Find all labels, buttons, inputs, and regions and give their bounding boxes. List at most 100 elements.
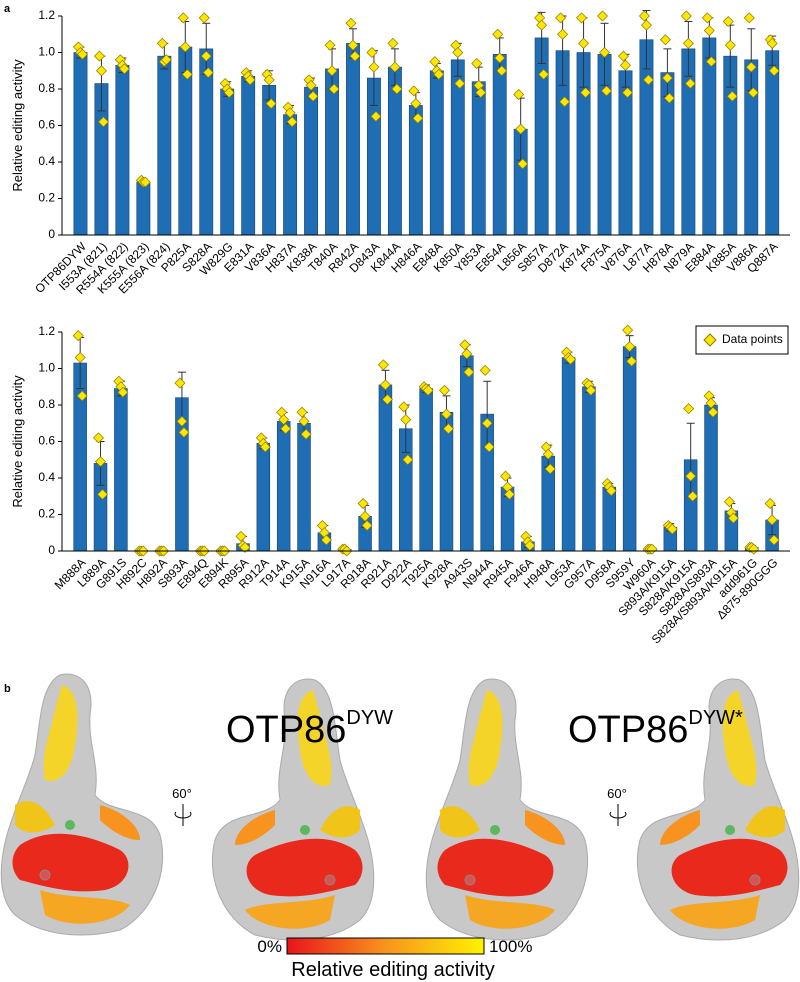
data-point: [580, 87, 592, 99]
data-point: [429, 56, 441, 68]
y-tick-label: 0.2: [38, 507, 55, 521]
panel-label: a: [4, 3, 11, 15]
protein-title: OTP86DYW*: [568, 707, 743, 751]
bar: [702, 37, 717, 236]
bar: [276, 421, 291, 552]
bar: [220, 88, 235, 236]
data-point: [320, 534, 332, 546]
data-point: [370, 110, 382, 122]
panel-label: b: [4, 683, 11, 695]
data-point: [597, 10, 609, 22]
data-point: [412, 112, 424, 124]
data-point: [538, 68, 550, 80]
bar: [429, 70, 444, 236]
y-tick-label: 0.8: [38, 397, 55, 411]
data-point: [544, 463, 556, 475]
data-point: [174, 377, 186, 389]
y-tick-label: 1.2: [38, 324, 55, 338]
data-point: [265, 98, 277, 110]
bar: [439, 411, 454, 552]
data-point: [766, 514, 778, 526]
bar: [704, 404, 718, 552]
rotation-label: 60°: [172, 786, 192, 801]
data-point: [617, 50, 629, 62]
data-point: [72, 330, 84, 342]
data-point: [286, 116, 298, 128]
data-point: [661, 72, 673, 84]
data-point: [176, 415, 188, 427]
legend-label: Data points: [722, 332, 783, 346]
data-point: [278, 414, 290, 426]
data-point: [328, 83, 340, 95]
data-point: [492, 28, 504, 40]
bar: [346, 43, 360, 236]
data-point: [442, 423, 454, 435]
data-point: [682, 37, 694, 49]
data-point: [684, 78, 696, 90]
data-point: [646, 543, 658, 555]
data-point: [74, 352, 86, 364]
data-point: [422, 384, 434, 396]
y-tick-label: 0.4: [38, 154, 55, 168]
bar-charts: 0 0.2 0.4 0.6 0.8 1.0 1.2 Relative editing acti…: [10, 8, 790, 647]
data-point: [402, 454, 414, 466]
bar: [136, 181, 151, 236]
bar: [304, 86, 318, 236]
data-point: [368, 61, 380, 73]
data-point: [621, 87, 633, 99]
data-point: [263, 74, 275, 86]
data-point: [481, 417, 493, 429]
bar: [561, 357, 576, 552]
data-point: [705, 56, 717, 68]
data-point: [622, 324, 634, 336]
data-point: [452, 47, 464, 58]
data-point: [326, 65, 338, 77]
data-point: [454, 78, 466, 90]
y-tick-label: 0: [48, 543, 55, 557]
data-point: [381, 394, 393, 406]
data-point: [398, 401, 410, 413]
data-point: [387, 37, 399, 49]
data-point: [500, 470, 512, 482]
y-tick-label: 1.2: [38, 8, 55, 22]
data-point: [663, 92, 675, 104]
y-tick-label: 0: [48, 227, 55, 241]
data-point: [727, 512, 739, 524]
data-point: [601, 85, 613, 97]
bar: [115, 64, 130, 236]
data-point: [93, 432, 105, 444]
y-tick-label: 0.2: [38, 191, 55, 205]
bar: [765, 50, 780, 236]
bar: [241, 75, 256, 236]
data-point: [459, 339, 471, 351]
data-point: [177, 12, 189, 24]
data-point: [768, 534, 780, 546]
data-point: [179, 41, 191, 53]
data-point: [97, 488, 109, 500]
y-tick-label: 0.6: [38, 118, 55, 132]
bar: [199, 48, 214, 236]
data-point: [764, 498, 776, 510]
bar: [534, 37, 549, 236]
data-point: [438, 384, 450, 396]
data-point: [578, 37, 590, 49]
data-point: [515, 123, 527, 135]
data-point: [244, 74, 256, 86]
data-point: [440, 408, 452, 420]
data-point: [379, 379, 391, 391]
rotation-icon: [609, 804, 627, 826]
bar: [325, 68, 339, 236]
data-point: [724, 39, 736, 51]
data-point: [400, 414, 412, 426]
data-point: [471, 57, 483, 69]
data-point: [366, 47, 378, 58]
y-axis-label: Relative editing activity: [10, 59, 25, 192]
data-point: [726, 90, 738, 102]
data-point: [296, 406, 308, 418]
data-point: [559, 96, 571, 108]
data-point: [181, 68, 193, 80]
data-point: [357, 498, 369, 510]
data-point: [659, 34, 671, 46]
data-point: [300, 428, 312, 440]
